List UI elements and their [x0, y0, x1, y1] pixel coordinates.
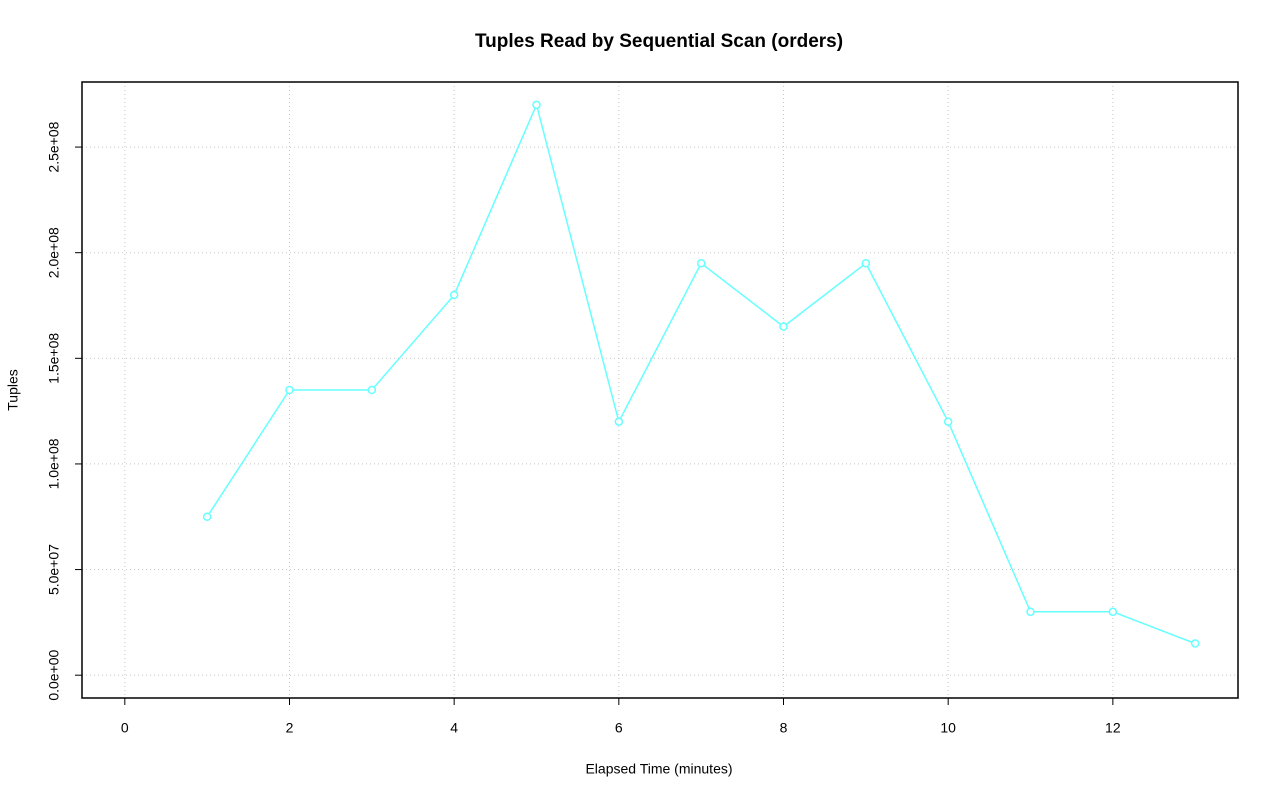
point	[1190, 639, 1200, 648]
y-tick-label: 5.0e+07	[46, 544, 62, 595]
point	[779, 322, 788, 331]
x-tick-label: 6	[615, 720, 623, 736]
point	[367, 385, 377, 395]
x-tick-label: 0	[121, 720, 129, 736]
y-tick-label: 1.5e+08	[46, 333, 62, 384]
point	[861, 259, 871, 268]
point	[614, 417, 624, 426]
x-tick-label: 8	[780, 720, 788, 736]
chart-title: Tuples Read by Sequential Scan (orders)	[475, 31, 843, 52]
y-tick-label: 2.0e+08	[46, 227, 62, 278]
point	[449, 290, 459, 300]
y-tick-label: 1.0e+08	[46, 438, 62, 489]
point	[696, 259, 706, 268]
point	[1108, 607, 1118, 617]
point	[943, 417, 953, 426]
x-tick-label: 10	[940, 720, 956, 736]
x-axis-label: Elapsed Time (minutes)	[585, 761, 732, 777]
x-tick-label: 2	[286, 720, 294, 736]
point	[285, 385, 294, 395]
plot-frame	[81, 81, 1239, 699]
point	[202, 512, 212, 521]
point	[532, 100, 541, 110]
line	[206, 102, 1196, 645]
y-tick-label: 0.0e+00	[46, 649, 62, 700]
x-tick-label: 4	[450, 720, 458, 736]
point	[1026, 607, 1035, 617]
y-axis-label: Tuples	[5, 369, 21, 411]
x-tick-label: 12	[1105, 720, 1121, 736]
y-tick-label: 2.5e+08	[46, 121, 62, 172]
